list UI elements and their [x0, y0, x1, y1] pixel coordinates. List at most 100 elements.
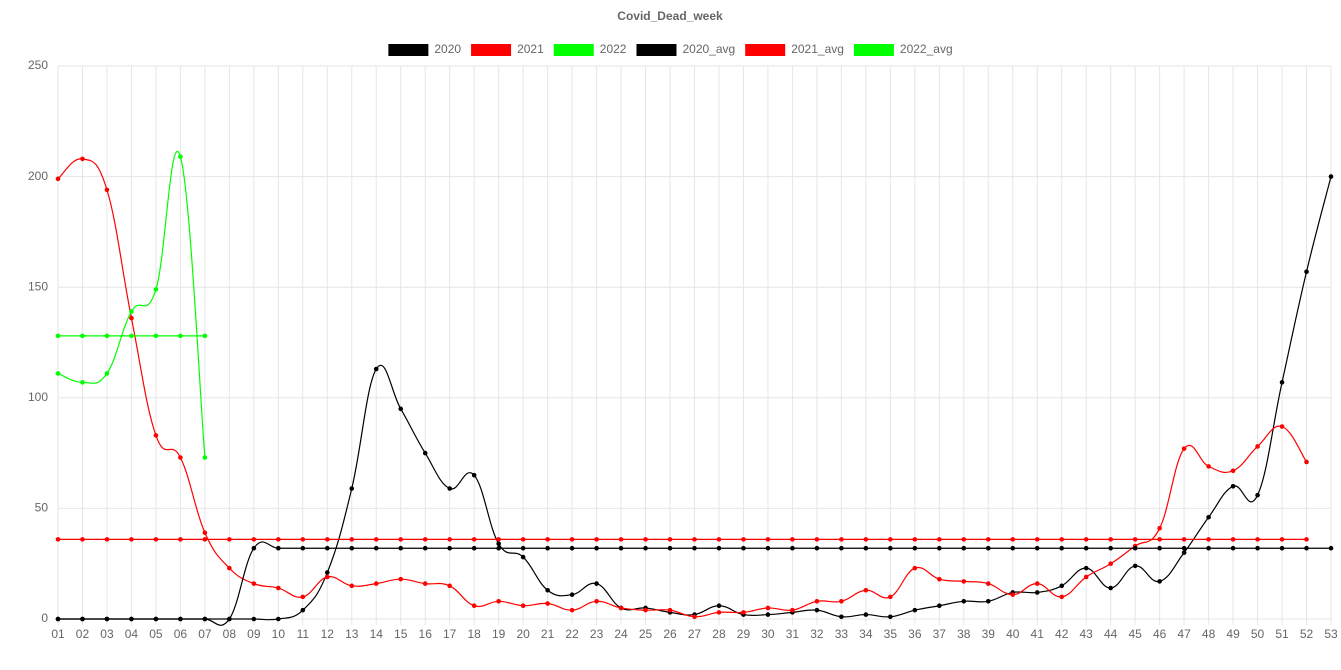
data-point	[1328, 174, 1334, 179]
data-point	[398, 576, 404, 582]
x-tick-label: 38	[957, 627, 971, 641]
data-point	[716, 545, 722, 551]
data-point	[471, 545, 477, 551]
data-point	[1132, 545, 1138, 551]
data-point	[618, 605, 624, 611]
data-point	[814, 545, 820, 551]
data-point	[349, 486, 355, 491]
data-point	[814, 607, 820, 613]
data-point	[55, 537, 61, 542]
data-point	[1304, 459, 1309, 465]
legend-label: 2020	[434, 42, 461, 56]
data-point	[569, 607, 575, 613]
data-point	[1279, 537, 1285, 542]
data-point	[692, 545, 697, 551]
data-point	[153, 537, 159, 542]
data-point	[300, 545, 306, 551]
x-tick-label: 22	[565, 627, 579, 641]
data-point	[373, 545, 379, 551]
x-tick-label: 40	[1006, 627, 1020, 641]
data-point	[398, 545, 404, 551]
data-point	[471, 603, 477, 609]
data-point	[863, 612, 869, 617]
x-tick-label: 19	[492, 627, 506, 641]
data-point	[888, 537, 893, 542]
data-point	[276, 537, 281, 542]
data-point	[765, 612, 771, 617]
x-tick-label: 46	[1153, 627, 1167, 641]
legend: 2020 2021 2022 2020_avg 2021_avg 2022_avg	[388, 42, 953, 56]
data-point	[961, 537, 967, 542]
x-tick-label: 02	[76, 627, 90, 641]
data-point	[1059, 537, 1065, 542]
data-point	[594, 599, 599, 604]
x-tick-label: 51	[1275, 627, 1289, 641]
data-point	[104, 537, 110, 542]
data-point	[594, 545, 599, 551]
x-tick-label: 25	[639, 627, 653, 641]
data-point	[276, 616, 281, 622]
x-tick-label: 47	[1177, 627, 1191, 641]
data-point	[692, 614, 697, 620]
y-tick-label: 50	[35, 501, 49, 515]
data-point	[1157, 545, 1162, 551]
x-tick-label: 29	[737, 627, 751, 641]
data-point	[643, 545, 648, 551]
data-point	[1157, 579, 1162, 584]
data-point	[104, 616, 110, 622]
data-point	[961, 579, 967, 584]
data-point	[202, 333, 208, 339]
data-point	[741, 545, 746, 551]
data-point	[1181, 537, 1187, 542]
data-point	[937, 545, 942, 551]
data-point	[545, 545, 550, 551]
data-point	[202, 616, 208, 622]
data-point	[912, 545, 918, 551]
data-point	[80, 380, 85, 385]
x-tick-label: 36	[908, 627, 922, 641]
x-tick-label: 53	[1324, 627, 1338, 641]
data-point	[1108, 545, 1113, 551]
data-point	[863, 537, 869, 542]
y-tick-label: 150	[28, 279, 48, 293]
data-point	[1230, 537, 1236, 542]
data-point	[324, 545, 330, 551]
x-tick-label: 27	[688, 627, 702, 641]
data-point	[1206, 545, 1211, 551]
x-tick-label: 10	[272, 627, 286, 641]
data-point	[1206, 514, 1211, 520]
y-tick-label: 0	[41, 611, 48, 625]
data-point	[1230, 483, 1236, 489]
legend-item: 2020	[388, 42, 461, 56]
legend-item: 2020_avg	[636, 42, 735, 56]
data-point	[667, 545, 673, 551]
data-point	[594, 581, 599, 586]
x-tick-label: 09	[247, 627, 261, 641]
data-point	[153, 333, 159, 339]
data-point	[985, 581, 991, 586]
x-tick-label: 49	[1226, 627, 1240, 641]
data-point	[1059, 583, 1065, 589]
data-point	[1181, 545, 1187, 551]
data-point	[1255, 444, 1260, 449]
data-point	[300, 607, 306, 613]
chart-title: Covid_Dead_week	[617, 9, 723, 23]
data-point	[129, 333, 134, 339]
x-tick-label: 43	[1080, 627, 1094, 641]
data-point	[569, 545, 575, 551]
data-point	[129, 315, 134, 321]
data-point	[961, 545, 967, 551]
data-point	[447, 545, 452, 551]
x-tick-label: 07	[198, 627, 212, 641]
x-tick-label: 04	[125, 627, 139, 641]
x-tick-label: 48	[1202, 627, 1216, 641]
x-tick-label: 50	[1251, 627, 1265, 641]
data-point	[1157, 526, 1162, 531]
x-tick-label: 05	[149, 627, 163, 641]
data-point	[716, 537, 722, 542]
data-point	[545, 537, 550, 542]
data-point	[520, 603, 526, 609]
data-point	[569, 592, 575, 597]
legend-label: 2020_avg	[682, 42, 735, 56]
